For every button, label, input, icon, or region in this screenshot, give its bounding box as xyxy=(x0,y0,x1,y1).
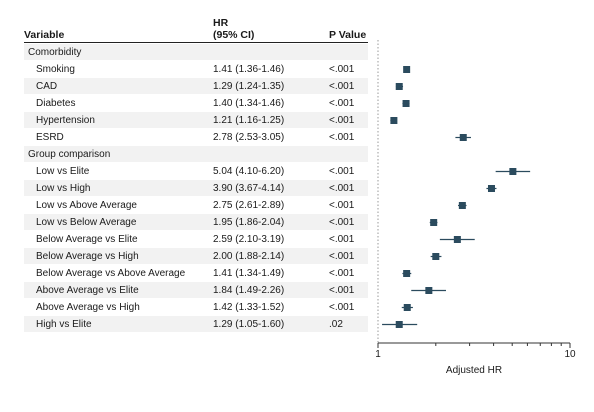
hr-ci-value: 1.41 (1.36-1.46) xyxy=(213,64,285,75)
header-rule xyxy=(24,42,368,43)
row-label: High vs Elite xyxy=(36,319,92,330)
table-row: Low vs Above Average 2.75 (2.61-2.89) <.00… xyxy=(24,197,368,214)
row-label: Low vs Above Average xyxy=(36,200,137,211)
hr-ci-value: 1.95 (1.86-2.04) xyxy=(213,217,285,228)
hr-marker xyxy=(509,168,517,175)
hr-marker xyxy=(402,100,410,107)
row-label: Low vs Elite xyxy=(36,166,90,177)
table-row: Above Average vs Elite 1.84 (1.49-2.26) <.… xyxy=(24,282,368,299)
hr-marker xyxy=(395,321,403,328)
hr-ci-value: 1.84 (1.49-2.26) xyxy=(213,285,285,296)
hr-ci-value: 1.29 (1.05-1.60) xyxy=(213,319,285,330)
table-row: Above Average vs High 1.42 (1.33-1.52) <.0… xyxy=(24,299,368,316)
p-value: <.001 xyxy=(329,268,355,279)
header-p-value: P Value xyxy=(329,29,367,41)
table-row: Low vs Elite 5.04 (4.10-6.20) <.001 xyxy=(24,163,368,180)
hr-ci-value: 1.41 (1.34-1.49) xyxy=(213,268,285,279)
row-label: Low vs Below Average xyxy=(36,217,137,228)
p-value: <.001 xyxy=(329,98,355,109)
hr-marker xyxy=(403,270,411,277)
table-row: Low vs Below Average 1.95 (1.86-2.04) <.00… xyxy=(24,214,368,231)
row-label: CAD xyxy=(36,81,58,92)
p-value: <.001 xyxy=(329,285,355,296)
hr-marker xyxy=(458,202,466,209)
hr-ci-value: 1.29 (1.24-1.35) xyxy=(213,81,285,92)
table-row: Smoking 1.41 (1.36-1.46) <.001 xyxy=(24,61,368,78)
p-value: <.001 xyxy=(329,183,355,194)
x-axis-label: Adjusted HR xyxy=(446,365,502,376)
row-label: Above Average vs High xyxy=(36,302,140,313)
hr-ci-value: 1.21 (1.16-1.25) xyxy=(213,115,285,126)
header-hr: HR xyxy=(213,17,229,29)
section-row: Comorbidity xyxy=(24,44,368,61)
p-value: <.001 xyxy=(329,81,355,92)
p-value: <.001 xyxy=(329,302,355,313)
p-value: <.001 xyxy=(329,132,355,143)
table-row: Below Average vs Elite 2.59 (2.10-3.19) <.… xyxy=(24,231,368,248)
table-row: High vs Elite 1.29 (1.05-1.60) .02 xyxy=(24,316,368,333)
row-label: Above Average vs Elite xyxy=(36,285,139,296)
hr-ci-value: 1.42 (1.33-1.52) xyxy=(213,302,285,313)
table-row: Diabetes 1.40 (1.34-1.46) <.001 xyxy=(24,95,368,112)
x-tick-label-1: 1 xyxy=(375,349,381,360)
header-hr-ci: (95% CI) xyxy=(213,29,255,41)
p-value: <.001 xyxy=(329,234,355,245)
row-label: Below Average vs High xyxy=(36,251,139,262)
hr-marker xyxy=(453,236,461,243)
hr-ci-value: 3.90 (3.67-4.14) xyxy=(213,183,285,194)
hr-marker xyxy=(390,117,398,124)
hr-marker xyxy=(425,287,433,294)
hr-ci-value: 2.59 (2.10-3.19) xyxy=(213,234,285,245)
p-value: <.001 xyxy=(329,217,355,228)
hr-ci-value: 5.04 (4.10-6.20) xyxy=(213,166,285,177)
row-label: Smoking xyxy=(36,64,75,75)
row-label: Below Average vs Above Average xyxy=(36,268,186,279)
row-label: Hypertension xyxy=(36,115,95,126)
table-row: Low vs High 3.90 (3.67-4.14) <.001 xyxy=(24,180,368,197)
hr-ci-value: 2.78 (2.53-3.05) xyxy=(213,132,285,143)
table-row: Below Average vs High 2.00 (1.88-2.14) <.0… xyxy=(24,248,368,265)
row-label: Diabetes xyxy=(36,98,76,109)
p-value: <.001 xyxy=(329,64,355,75)
table-row: Below Average vs Above Average 1.41 (1.34… xyxy=(24,265,368,282)
section-row: Group comparison xyxy=(24,146,368,163)
hr-marker xyxy=(459,134,467,141)
p-value: <.001 xyxy=(329,115,355,126)
x-tick-label-10: 10 xyxy=(564,349,576,360)
hr-marker xyxy=(403,304,411,311)
p-value: <.001 xyxy=(329,200,355,211)
row-label: Below Average vs Elite xyxy=(36,234,138,245)
hr-ci-value: 2.75 (2.61-2.89) xyxy=(213,200,285,211)
hr-marker xyxy=(432,253,440,260)
hr-marker xyxy=(395,83,403,90)
row-label: Low vs High xyxy=(36,183,91,194)
p-value: <.001 xyxy=(329,251,355,262)
p-value: <.001 xyxy=(329,166,355,177)
section-label: Group comparison xyxy=(28,149,111,160)
hr-marker xyxy=(403,66,411,73)
hr-ci-value: 2.00 (1.88-2.14) xyxy=(213,251,285,262)
table-row: ESRD 2.78 (2.53-3.05) <.001 xyxy=(24,129,368,146)
hr-marker xyxy=(487,185,495,192)
hr-ci-value: 1.40 (1.34-1.46) xyxy=(213,98,285,109)
table-row: Hypertension 1.21 (1.16-1.25) <.001 xyxy=(24,112,368,129)
header-variable: Variable xyxy=(24,29,65,41)
table-row: CAD 1.29 (1.24-1.35) <.001 xyxy=(24,78,368,95)
hr-marker xyxy=(430,219,438,226)
row-label: ESRD xyxy=(36,132,64,143)
section-label: Comorbidity xyxy=(28,47,82,58)
p-value: .02 xyxy=(329,319,343,330)
